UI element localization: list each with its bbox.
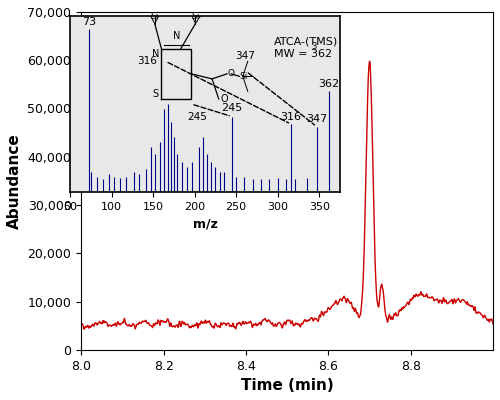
Text: N: N xyxy=(172,31,180,41)
Text: 73: 73 xyxy=(82,17,96,27)
Text: Si: Si xyxy=(192,12,200,21)
Text: 245: 245 xyxy=(187,112,207,122)
Text: 347: 347 xyxy=(236,51,255,61)
Y-axis label: Abundance: Abundance xyxy=(7,133,22,229)
Text: S: S xyxy=(153,89,159,99)
X-axis label: m/z: m/z xyxy=(192,217,218,230)
Text: Si: Si xyxy=(150,12,159,21)
Text: O: O xyxy=(228,69,235,78)
Text: MW = 362: MW = 362 xyxy=(274,49,332,59)
Text: 316: 316 xyxy=(138,56,157,66)
Text: O: O xyxy=(220,94,228,104)
Text: 245: 245 xyxy=(222,103,242,113)
Text: 347: 347 xyxy=(306,114,328,124)
Text: ATCA-(TMS): ATCA-(TMS) xyxy=(274,36,338,46)
Text: 3: 3 xyxy=(311,42,316,51)
Text: 316: 316 xyxy=(280,112,301,122)
Text: 362: 362 xyxy=(318,79,340,89)
Text: N: N xyxy=(152,49,159,59)
X-axis label: Time (min): Time (min) xyxy=(241,378,334,393)
Text: Si: Si xyxy=(240,72,248,81)
